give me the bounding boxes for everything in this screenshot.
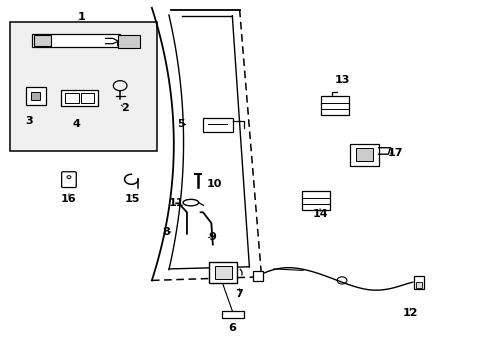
Text: 13: 13 (334, 75, 349, 85)
Text: 1: 1 (77, 12, 85, 22)
Text: 4: 4 (72, 120, 80, 129)
Text: 15: 15 (124, 194, 140, 204)
Bar (301, 191, 329, 210)
Bar (65, 93, 79, 103)
Bar (221, 311, 243, 318)
Bar (415, 282, 421, 288)
Bar (81, 93, 94, 103)
Text: 9: 9 (208, 232, 216, 242)
Bar (26, 87, 45, 105)
Bar (34, 36, 51, 46)
Text: 8: 8 (163, 227, 170, 237)
Text: 16: 16 (61, 194, 77, 204)
Bar (208, 262, 237, 283)
Text: 10: 10 (206, 179, 222, 189)
Bar (31, 93, 40, 100)
Bar (10, 22, 157, 151)
Text: 14: 14 (312, 209, 327, 219)
Ellipse shape (183, 199, 198, 206)
Bar (214, 266, 232, 279)
Text: 12: 12 (402, 309, 417, 318)
Bar (349, 144, 378, 166)
Bar (321, 96, 348, 115)
Text: 2: 2 (121, 103, 129, 113)
Text: 7: 7 (235, 289, 243, 299)
Text: 5: 5 (177, 120, 184, 129)
Bar (355, 148, 372, 161)
Bar (203, 118, 233, 132)
Text: 3: 3 (25, 116, 33, 126)
Bar (61, 90, 98, 106)
FancyBboxPatch shape (61, 172, 76, 188)
Text: 17: 17 (387, 148, 403, 158)
Bar (413, 276, 423, 289)
Bar (32, 34, 120, 47)
Bar (253, 271, 263, 281)
Text: 6: 6 (228, 323, 236, 333)
Text: 11: 11 (168, 198, 183, 208)
Bar (118, 36, 140, 48)
